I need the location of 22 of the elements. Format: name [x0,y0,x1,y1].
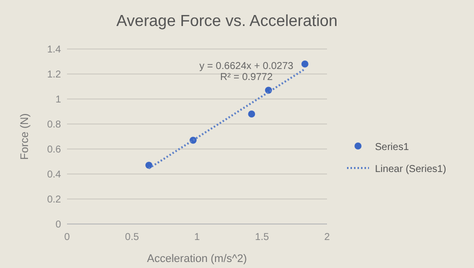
y-tick-label: 0.2 [47,194,62,206]
y-tick-label: 1.2 [47,70,62,80]
x-tick-label: 0 [64,232,70,243]
y-tick-label: 1.4 [47,44,62,56]
y-tick-label: 0 [55,220,62,230]
point [301,60,308,68]
y-tick-label: 0.8 [47,120,62,130]
chart-title: Average Force vs. Acceleration [116,13,338,30]
x-tick-label: 1 [194,232,200,243]
x-tick-label: 2 [324,232,330,243]
legend-label: Series1 [375,142,410,153]
x-axis-title: Acceleration (m/s^2) [147,253,247,265]
annotation: y = 0.6624x + 0.0273 [199,61,294,72]
point [248,110,256,118]
y-tick-label: 0.6 [47,144,62,156]
y-axis-title: Force (N) [19,113,31,160]
x-tick-label: 0.5 [125,232,140,243]
annotation: R² = 0.9772 [220,72,274,83]
legend-label: Linear (Series1) [375,164,446,175]
y-tick-label: 1 [55,94,62,106]
y-tick-label: 0.4 [47,170,62,180]
x-tick-label: 1.5 [255,232,270,243]
